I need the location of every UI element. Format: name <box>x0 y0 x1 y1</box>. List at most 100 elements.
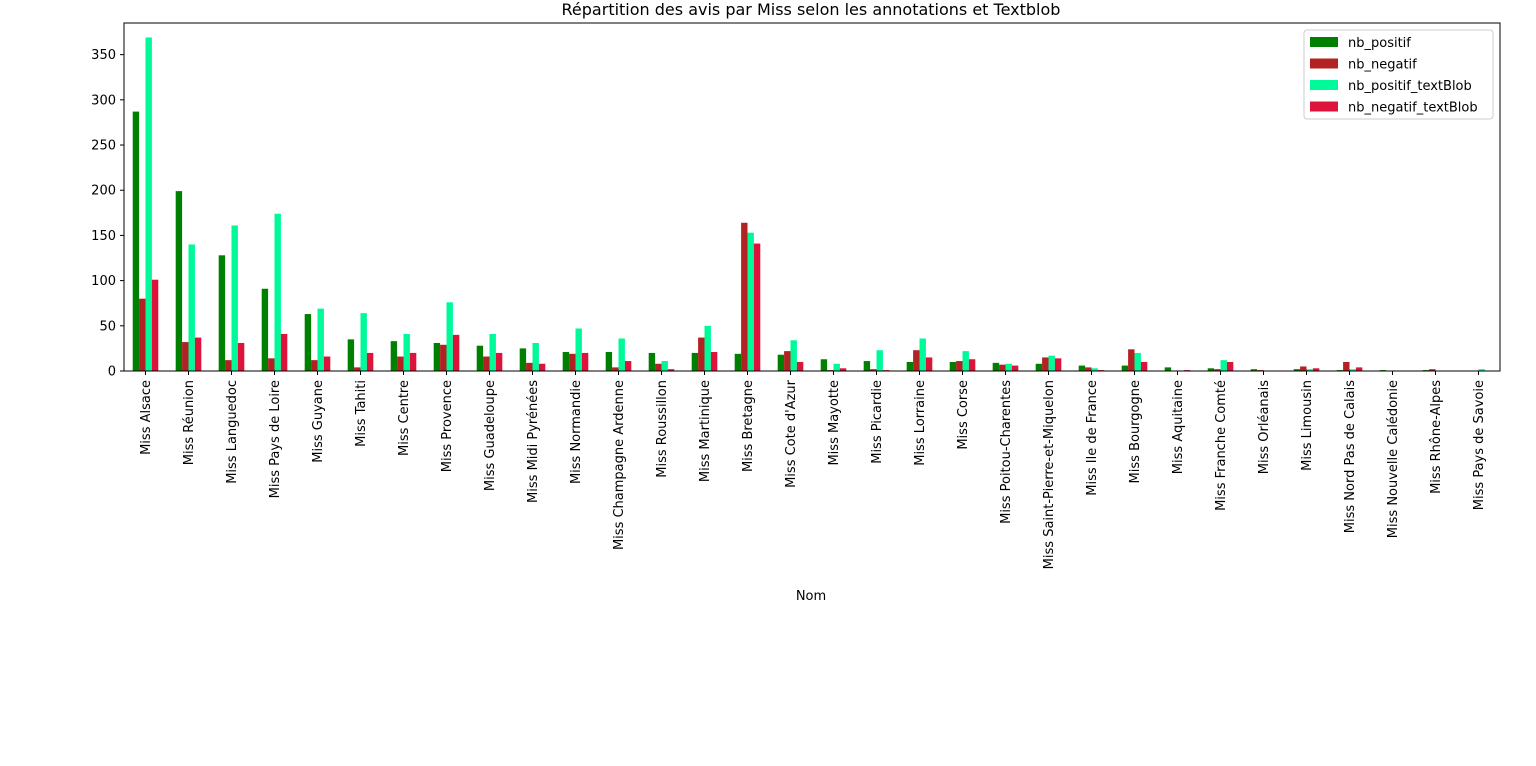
bar-nb_negatif-3 <box>268 358 275 371</box>
legend-swatch-nb_positif_textBlob <box>1310 80 1338 90</box>
bar-nb_positif_textBlob-7 <box>446 302 453 371</box>
bar-nb_positif_textBlob-21 <box>1048 355 1055 371</box>
x-tick-label: Miss Mayotte <box>827 380 842 466</box>
x-tick-label: Miss Corse <box>956 380 971 450</box>
bar-nb_negatif_textBlob-2 <box>237 342 245 371</box>
bar-nb_positif-20 <box>992 362 1000 371</box>
bar-nb_positif-14 <box>734 353 742 371</box>
bar-nb_positif-6 <box>390 341 398 371</box>
bar-nb_positif_textBlob-19 <box>962 351 969 371</box>
bar-nb_negatif_textBlob-20 <box>1011 365 1019 371</box>
x-tick-label: Miss Franche Comté <box>1214 380 1229 511</box>
x-tick-label: Miss Nouvelle Calédonie <box>1386 380 1401 538</box>
bar-nb_positif_textBlob-6 <box>403 333 410 371</box>
bar-nb_positif_textBlob-14 <box>747 232 754 371</box>
x-tick-label: Miss Roussillon <box>655 380 670 478</box>
bar-nb_negatif_textBlob-13 <box>710 352 718 371</box>
bar-nb_positif-13 <box>691 352 699 371</box>
x-tick-label: Miss Réunion <box>182 380 197 465</box>
bar-nb_positif_textBlob-0 <box>145 37 152 372</box>
bar-nb_positif-17 <box>863 361 871 371</box>
bar-nb_negatif-20 <box>999 364 1006 371</box>
x-tick-label: Miss Picardie <box>870 380 885 464</box>
legend-swatch-nb_positif <box>1310 37 1338 47</box>
x-tick-label: Miss Midi Pyrénées <box>526 380 541 503</box>
bar-nb_positif_textBlob-3 <box>274 213 281 371</box>
x-tick-label: Miss Limousin <box>1300 380 1315 471</box>
bar-nb_positif-19 <box>949 361 957 371</box>
bar-nb_positif_textBlob-25 <box>1220 360 1227 371</box>
x-tick-label: Miss Pays de Savoie <box>1472 380 1487 510</box>
bar-nb_positif-9 <box>519 348 527 371</box>
bar-nb_negatif_textBlob-9 <box>538 363 546 371</box>
bar-nb_negatif-23 <box>1128 349 1135 371</box>
bar-nb_positif-0 <box>132 111 140 371</box>
bar-nb_negatif_textBlob-0 <box>151 279 159 371</box>
y-tick-label: 200 <box>91 184 116 199</box>
bar-nb_negatif_textBlob-16 <box>839 368 847 371</box>
bar-nb_negatif-15 <box>784 351 791 371</box>
bar-nb_negatif-14 <box>741 222 748 371</box>
bar-nb_negatif_textBlob-11 <box>624 361 632 371</box>
y-tick-label: 300 <box>91 93 116 108</box>
bar-nb_positif-21 <box>1035 363 1043 371</box>
bar-nb_positif-11 <box>605 352 613 371</box>
x-tick-label: Miss Normandie <box>569 380 584 484</box>
bar-nb_negatif_textBlob-12 <box>667 369 675 371</box>
bar-nb_positif-3 <box>261 288 269 371</box>
bar-nb_negatif_textBlob-4 <box>323 356 331 371</box>
x-tick-label: Miss Cote d'Azur <box>784 379 799 488</box>
bar-nb_negatif-27 <box>1300 366 1307 371</box>
bar-nb_negatif_textBlob-18 <box>925 357 933 371</box>
bar-nb_positif_textBlob-23 <box>1134 352 1141 371</box>
bar-nb_positif-27 <box>1293 369 1301 371</box>
bar-nb_positif-12 <box>648 352 656 371</box>
bar-nb_positif-24 <box>1164 367 1172 371</box>
bar-nb_negatif-13 <box>698 337 705 371</box>
bar-nb_positif-8 <box>476 345 484 371</box>
legend-label-nb_negatif_textBlob: nb_negatif_textBlob <box>1348 101 1478 116</box>
x-tick-label: Miss Poitou-Charentes <box>999 380 1014 524</box>
bar-nb_positif-16 <box>820 359 828 371</box>
x-tick-label: Miss Guadeloupe <box>483 380 498 491</box>
bar-nb_negatif-5 <box>354 367 361 371</box>
x-tick-label: Miss Lorraine <box>913 380 928 466</box>
x-tick-label: Miss Bourgogne <box>1128 380 1143 483</box>
x-tick-label: Miss Bretagne <box>741 380 756 472</box>
bar-nb_negatif_textBlob-3 <box>280 333 288 371</box>
bar-nb_negatif-9 <box>526 362 533 371</box>
axes-layer: 0 50 100 150 200 250 300 350 Miss Alsace Miss Réu… <box>91 22 1501 569</box>
bar-nb_positif_textBlob-17 <box>876 350 883 371</box>
bar-nb_positif-10 <box>562 352 570 371</box>
legend-box <box>1303 29 1494 120</box>
legend: nb_positif nb_negatif nb_positif_textBlobn… <box>1303 29 1494 120</box>
bar-nb_positif_textBlob-15 <box>790 340 797 371</box>
x-tick-label: Miss Nord Pas de Calais <box>1343 380 1358 533</box>
bar-nb_positif-1 <box>175 191 183 371</box>
x-tick-label: Miss Champagne Ardenne <box>612 380 627 550</box>
bar-nb_negatif-28 <box>1343 361 1350 371</box>
y-tick-label: 350 <box>91 48 116 63</box>
plot-frame <box>123 22 1501 372</box>
bar-nb_negatif-22 <box>1085 367 1092 371</box>
bar-nb_negatif_textBlob-27 <box>1312 368 1320 371</box>
y-tick-label: 250 <box>91 139 116 154</box>
bar-nb_positif_textBlob-31 <box>1478 369 1485 371</box>
bar-nb_positif-18 <box>906 361 914 371</box>
x-tick-label: Miss Orléanais <box>1257 380 1272 474</box>
x-tick-label: Miss Guyane <box>311 380 326 463</box>
bars-layer <box>132 37 1485 372</box>
bar-nb_negatif_textBlob-10 <box>581 352 589 371</box>
x-tick-label: Miss Languedoc <box>225 380 240 484</box>
bar-nb_negatif-4 <box>311 360 318 371</box>
x-tick-label: Miss Aquitaine <box>1171 380 1186 474</box>
bar-nb_negatif_textBlob-25 <box>1226 361 1234 371</box>
bar-nb_negatif_textBlob-19 <box>968 359 976 371</box>
x-tick-label: Miss Provence <box>440 380 455 472</box>
bar-nb_negatif_textBlob-8 <box>495 352 503 371</box>
bar-nb_negatif-8 <box>483 356 490 371</box>
bar-nb_negatif_textBlob-1 <box>194 337 202 371</box>
bar-nb_positif-22 <box>1078 365 1086 371</box>
